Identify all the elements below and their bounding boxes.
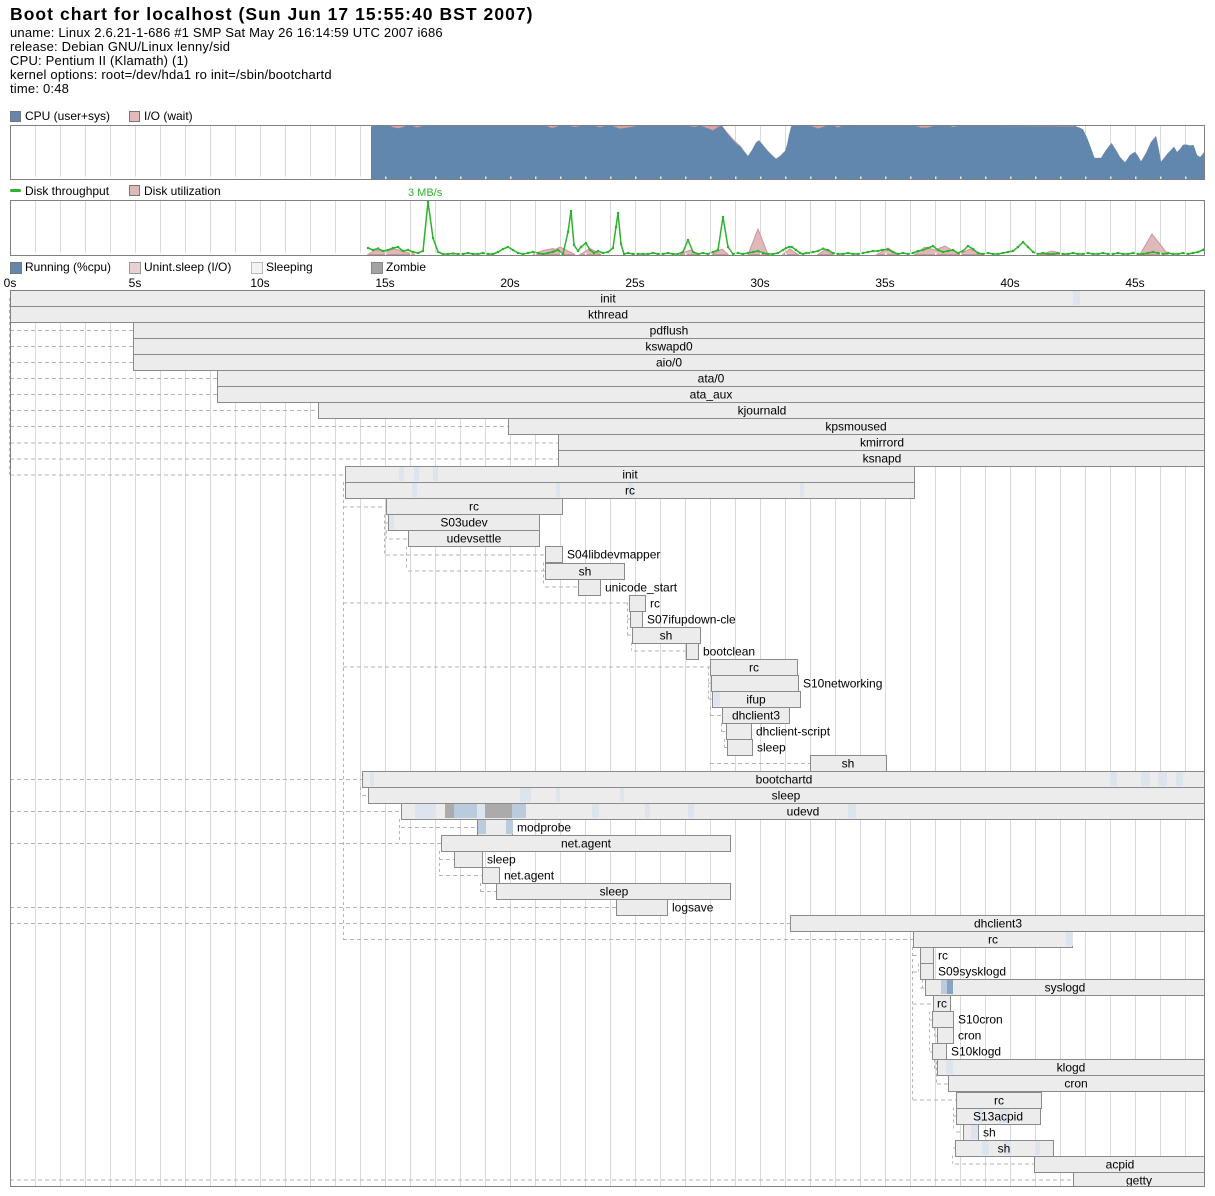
svg-text:klogd: klogd [1057, 1061, 1086, 1075]
svg-text:pdflush: pdflush [650, 324, 689, 338]
svg-text:ifup: ifup [746, 693, 766, 707]
svg-text:aio/0: aio/0 [656, 356, 682, 370]
svg-text:init: init [600, 292, 616, 306]
svg-text:sh: sh [998, 1142, 1011, 1156]
svg-text:syslogd: syslogd [1045, 981, 1086, 995]
svg-text:net.agent: net.agent [561, 837, 612, 851]
svg-text:bootclean: bootclean [703, 645, 755, 659]
svg-text:ata_aux: ata_aux [690, 388, 733, 402]
svg-text:S07ifupdown-cle: S07ifupdown-cle [647, 613, 736, 627]
svg-text:dhclient3: dhclient3 [732, 709, 780, 723]
svg-text:rc: rc [650, 597, 660, 611]
svg-text:rc: rc [469, 500, 479, 514]
svg-text:S10klogd: S10klogd [951, 1045, 1001, 1059]
svg-text:rc: rc [994, 1094, 1004, 1108]
svg-text:S10cron: S10cron [958, 1013, 1003, 1027]
svg-text:sleep: sleep [600, 885, 629, 899]
svg-text:sh: sh [842, 757, 855, 771]
svg-text:sleep: sleep [772, 789, 801, 803]
svg-text:S09sysklogd: S09sysklogd [938, 965, 1006, 979]
svg-text:cron: cron [958, 1029, 981, 1043]
svg-text:rc: rc [988, 933, 998, 947]
svg-text:sh: sh [579, 565, 592, 579]
svg-text:kpsmoused: kpsmoused [825, 420, 886, 434]
svg-text:ata/0: ata/0 [698, 372, 725, 386]
svg-text:dhclient3: dhclient3 [974, 917, 1022, 931]
svg-text:dhclient-script: dhclient-script [756, 725, 831, 739]
svg-text:S03udev: S03udev [440, 516, 487, 530]
svg-text:kthread: kthread [588, 308, 628, 322]
svg-text:modprobe: modprobe [517, 821, 571, 835]
svg-text:S10networking: S10networking [803, 677, 882, 691]
svg-text:S04libdevmapper: S04libdevmapper [567, 548, 660, 562]
svg-text:kmirrord: kmirrord [860, 436, 904, 450]
svg-text:rc: rc [937, 997, 947, 1011]
svg-text:getty: getty [1126, 1174, 1152, 1188]
svg-text:ksnapd: ksnapd [863, 452, 902, 466]
svg-text:udevsettle: udevsettle [447, 532, 502, 546]
svg-text:sh: sh [660, 629, 673, 643]
svg-text:kswapd0: kswapd0 [645, 340, 693, 354]
svg-text:init: init [622, 468, 638, 482]
svg-text:bootchartd: bootchartd [756, 773, 813, 787]
svg-text:S13acpid: S13acpid [973, 1110, 1023, 1124]
svg-text:net.agent: net.agent [504, 869, 555, 883]
svg-text:cron: cron [1064, 1077, 1087, 1091]
svg-text:udevd: udevd [787, 805, 820, 819]
svg-text:unicode_start: unicode_start [605, 581, 678, 595]
svg-text:logsave: logsave [672, 901, 714, 915]
svg-text:rc: rc [938, 949, 948, 963]
svg-text:sh: sh [983, 1126, 996, 1140]
svg-text:sleep: sleep [487, 853, 516, 867]
svg-text:rc: rc [625, 484, 635, 498]
svg-text:kjournald: kjournald [738, 404, 787, 418]
svg-text:sleep: sleep [757, 741, 786, 755]
svg-text:acpid: acpid [1106, 1158, 1135, 1172]
svg-text:rc: rc [749, 661, 759, 675]
